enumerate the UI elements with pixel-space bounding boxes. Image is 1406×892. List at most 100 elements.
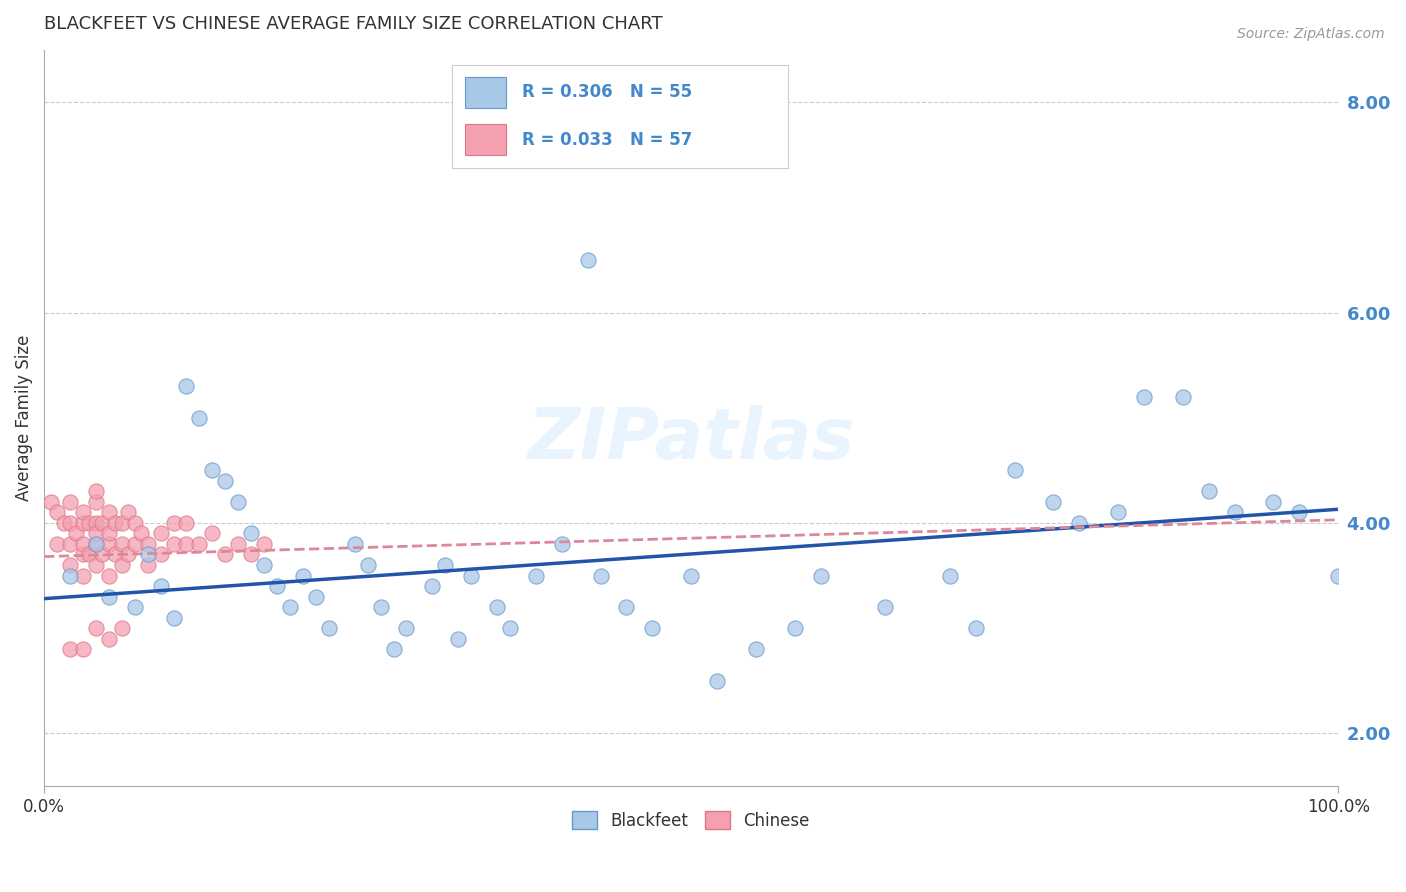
Point [136, 537, 159, 551]
Point [188, 537, 211, 551]
Point [188, 410, 211, 425]
Point [253, 558, 276, 572]
Point [305, 590, 328, 604]
Point [111, 621, 134, 635]
Point [97, 590, 120, 604]
Point [420, 579, 443, 593]
Point [84, 516, 107, 530]
Point [79, 516, 101, 530]
Point [117, 548, 139, 562]
Point [201, 526, 224, 541]
Point [59, 568, 82, 582]
Point [97, 526, 120, 541]
Point [616, 600, 638, 615]
Point [97, 537, 120, 551]
Point [84, 558, 107, 572]
Point [176, 379, 198, 393]
Point [240, 526, 263, 541]
Point [1198, 484, 1220, 499]
Point [129, 526, 152, 541]
Point [291, 568, 314, 582]
Point [266, 579, 288, 593]
Point [124, 600, 146, 615]
Point [162, 537, 184, 551]
Point [149, 579, 172, 593]
Point [91, 516, 114, 530]
Point [72, 516, 94, 530]
Point [72, 568, 94, 582]
Point [72, 537, 94, 551]
Point [1042, 495, 1064, 509]
Point [1263, 495, 1285, 509]
Point [84, 526, 107, 541]
Point [124, 537, 146, 551]
Point [278, 600, 301, 615]
Point [97, 505, 120, 519]
Point [84, 537, 107, 551]
Point [59, 537, 82, 551]
Point [84, 484, 107, 499]
Text: Source: ZipAtlas.com: Source: ZipAtlas.com [1237, 27, 1385, 41]
Point [460, 568, 482, 582]
Point [72, 548, 94, 562]
Point [370, 600, 392, 615]
Point [124, 516, 146, 530]
Point [1288, 505, 1310, 519]
Point [104, 516, 127, 530]
Point [111, 558, 134, 572]
Point [84, 537, 107, 551]
Point [706, 673, 728, 688]
Point [111, 516, 134, 530]
Text: ZIPatlas: ZIPatlas [527, 405, 855, 475]
Point [875, 600, 897, 615]
Point [356, 558, 378, 572]
Point [46, 537, 69, 551]
Point [1133, 390, 1156, 404]
Point [79, 548, 101, 562]
Point [499, 621, 522, 635]
Point [965, 621, 987, 635]
Point [783, 621, 806, 635]
Point [1069, 516, 1091, 530]
Point [395, 621, 418, 635]
Point [1223, 505, 1246, 519]
Point [253, 537, 276, 551]
Point [46, 505, 69, 519]
Point [59, 495, 82, 509]
Point [214, 548, 236, 562]
Point [1004, 463, 1026, 477]
Point [810, 568, 832, 582]
Point [240, 548, 263, 562]
Point [226, 495, 249, 509]
Point [104, 548, 127, 562]
Point [1327, 568, 1350, 582]
Point [65, 526, 87, 541]
Point [149, 526, 172, 541]
Point [117, 505, 139, 519]
Point [1107, 505, 1129, 519]
Point [589, 568, 612, 582]
Point [162, 516, 184, 530]
Point [434, 558, 457, 572]
Point [745, 642, 768, 657]
Point [681, 568, 703, 582]
Point [214, 474, 236, 488]
Point [486, 600, 509, 615]
Point [136, 558, 159, 572]
Point [1171, 390, 1194, 404]
Point [176, 516, 198, 530]
Point [72, 505, 94, 519]
Point [136, 548, 159, 562]
Point [59, 516, 82, 530]
Y-axis label: Average Family Size: Average Family Size [15, 334, 32, 501]
Point [226, 537, 249, 551]
Point [149, 548, 172, 562]
Point [551, 537, 574, 551]
Point [201, 463, 224, 477]
Point [447, 632, 470, 646]
Point [524, 568, 547, 582]
Point [91, 548, 114, 562]
Point [97, 632, 120, 646]
Point [343, 537, 366, 551]
Text: BLACKFEET VS CHINESE AVERAGE FAMILY SIZE CORRELATION CHART: BLACKFEET VS CHINESE AVERAGE FAMILY SIZE… [44, 15, 662, 33]
